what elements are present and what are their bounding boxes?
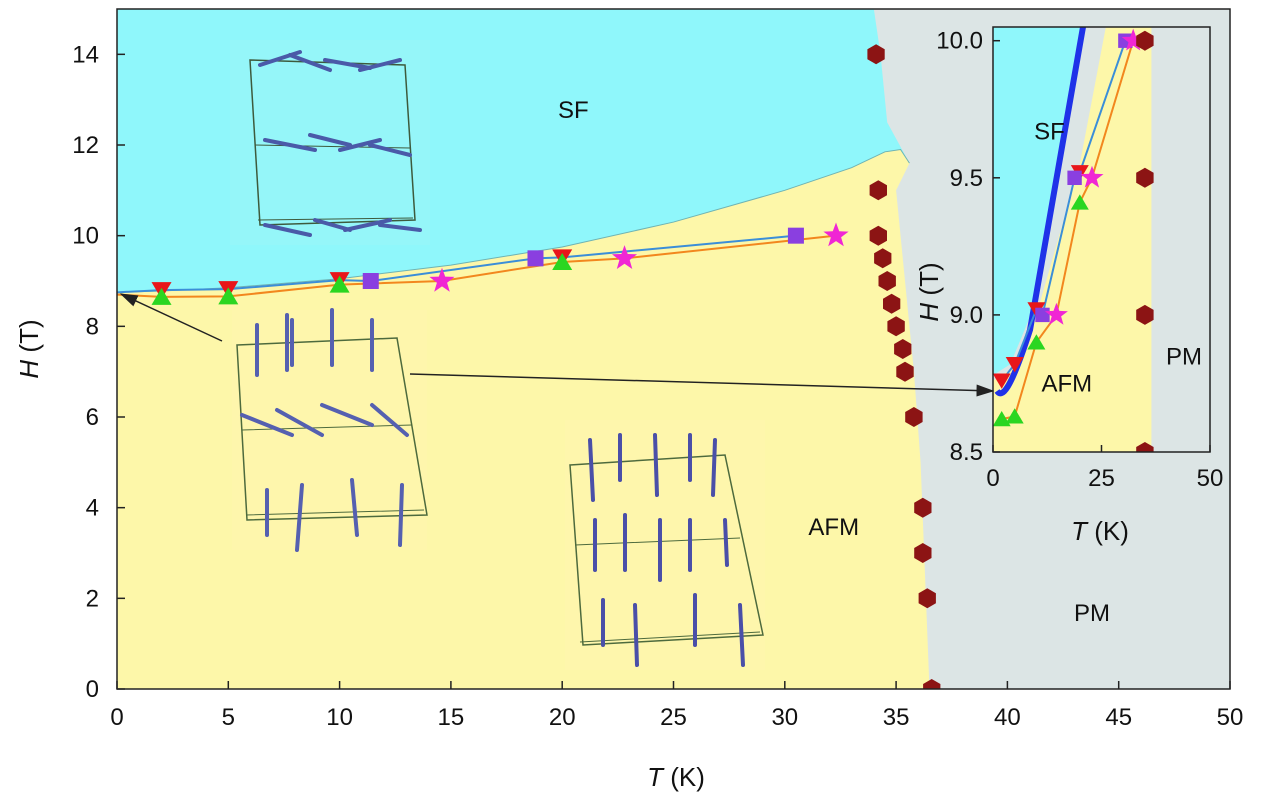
- inset-y-tick-label: 9.5: [950, 165, 983, 192]
- inset-hexagon-point: [1136, 442, 1154, 452]
- main-triangle-up-point: [218, 287, 239, 305]
- inset-series: [993, 28, 1154, 452]
- inset-triangle-down-point: [1005, 357, 1024, 373]
- main-y-tick-label: 6: [86, 404, 99, 431]
- main-y-tick-label: 12: [72, 132, 99, 159]
- main-x-tick-label: 20: [549, 704, 576, 731]
- main-hexagon-point: [878, 271, 896, 291]
- inset-square-point: [1067, 170, 1082, 186]
- inset-hexagon-point: [1136, 304, 1154, 325]
- main-hexagon-point: [894, 339, 912, 359]
- main-hexagon-point: [867, 44, 885, 65]
- main-star-point: [612, 245, 638, 269]
- main-series-line-6: [117, 234, 837, 298]
- main-triangle-up-point: [329, 275, 350, 293]
- inset-triangle-up-point: [1027, 334, 1046, 350]
- inset-plot: 0 25 50 8.5 9.0 9.5 10.0 SF AFM PM T (K) H (T…: [914, 26, 1223, 546]
- main-x-tick-label: 30: [771, 704, 798, 731]
- inset-x-tick-label: 0: [986, 465, 999, 492]
- inset-y-tick-label: 8.5: [950, 439, 983, 466]
- inset-triangle-up-point: [1070, 194, 1089, 210]
- main-y-tick-label: 14: [72, 41, 99, 68]
- main-hexagon-point: [869, 180, 887, 201]
- main-hexagon-point: [883, 293, 901, 314]
- inset-x-tick-label: 25: [1088, 465, 1115, 492]
- inset-boundary-curve: [994, 27, 1086, 397]
- main-hexagon-point: [869, 225, 887, 246]
- main-x-tick-label: 0: [110, 704, 123, 731]
- main-triangle-up-point: [552, 252, 573, 270]
- inset-y-axis-title: H (T): [914, 262, 944, 321]
- inset-y-tick-label: 9.0: [950, 302, 983, 329]
- inset-sf-region: [993, 27, 1085, 376]
- inset-regions: [993, 27, 1210, 452]
- main-hexagon-point: [887, 316, 905, 337]
- inset-star-point: [1121, 28, 1145, 51]
- inset-x-axis-title: T (K): [1071, 516, 1129, 546]
- main-x-tick-label: 5: [222, 704, 235, 731]
- sf-region-label: SF: [558, 97, 589, 124]
- main-y-tick-label: 4: [86, 495, 99, 522]
- inset-triangle-up-point: [1005, 408, 1024, 424]
- arrow-to-inset: [409, 373, 995, 397]
- inset-x-tick-label: 50: [1197, 465, 1224, 492]
- inset-hexagon-point: [1136, 167, 1154, 188]
- main-hexagon-point: [905, 407, 923, 427]
- main-series: [117, 44, 941, 689]
- main-y-tick-label: 10: [72, 223, 99, 250]
- main-x-tick-label: 45: [1105, 704, 1132, 731]
- main-square-point: [527, 250, 544, 267]
- main-hexagon-point: [914, 497, 932, 518]
- inset-triangle-up-point: [993, 410, 1011, 427]
- inset-square-point: [1035, 307, 1050, 323]
- main-x-tick-label: 10: [326, 704, 353, 731]
- afm-region-label: AFM: [808, 514, 859, 541]
- inset-y-axis: 8.5 9.0 9.5 10.0: [936, 28, 1000, 466]
- main-y-tick-label: 0: [86, 676, 99, 703]
- inset-y-tick-label: 10.0: [936, 28, 983, 55]
- spin-structure-sf: [230, 40, 430, 245]
- inset-star-point: [1044, 302, 1068, 325]
- main-square-point: [787, 227, 804, 244]
- main-y-tick-label: 2: [86, 585, 99, 612]
- main-star-point: [429, 267, 455, 292]
- main-x-tick-label: 40: [994, 704, 1021, 731]
- main-x-tick-label: 35: [883, 704, 910, 731]
- main-hexagon-point: [874, 248, 892, 269]
- main-y-axis: 0 2 4 6 8 10 12 14: [72, 41, 125, 703]
- inset-triangle-down-point: [993, 373, 1011, 389]
- spin-structure-afm-right: [565, 420, 765, 670]
- x-axis-title: T (K): [647, 762, 705, 792]
- inset-sf-label: SF: [1034, 118, 1065, 145]
- main-hexagon-point: [896, 361, 914, 382]
- inset-x-axis: 0 25 50: [986, 445, 1223, 492]
- inset-afm-label: AFM: [1041, 371, 1092, 398]
- inset-hexagon-point: [1136, 30, 1154, 51]
- y-axis-title: H (T): [14, 319, 44, 378]
- main-x-tick-label: 50: [1217, 704, 1244, 731]
- main-hexagon-point: [914, 543, 932, 563]
- main-y-tick-label: 8: [86, 313, 99, 340]
- main-x-tick-label: 15: [438, 704, 465, 731]
- main-triangle-up-point: [151, 287, 172, 305]
- main-hexagon-point: [918, 588, 936, 609]
- main-star-point: [823, 222, 849, 247]
- inset-pm-label: PM: [1166, 343, 1202, 370]
- pm-region-label: PM: [1074, 600, 1110, 627]
- arrow-to-origin: [119, 293, 223, 342]
- spin-structure-afm-left: [232, 308, 428, 552]
- main-square-point: [362, 273, 379, 289]
- main-x-tick-label: 25: [660, 704, 687, 731]
- main-x-axis: 0 5 10 15 20 25 30 35 40 45 50: [110, 681, 1243, 731]
- inset-star-point: [1080, 165, 1104, 188]
- main-hexagon-point: [923, 679, 941, 689]
